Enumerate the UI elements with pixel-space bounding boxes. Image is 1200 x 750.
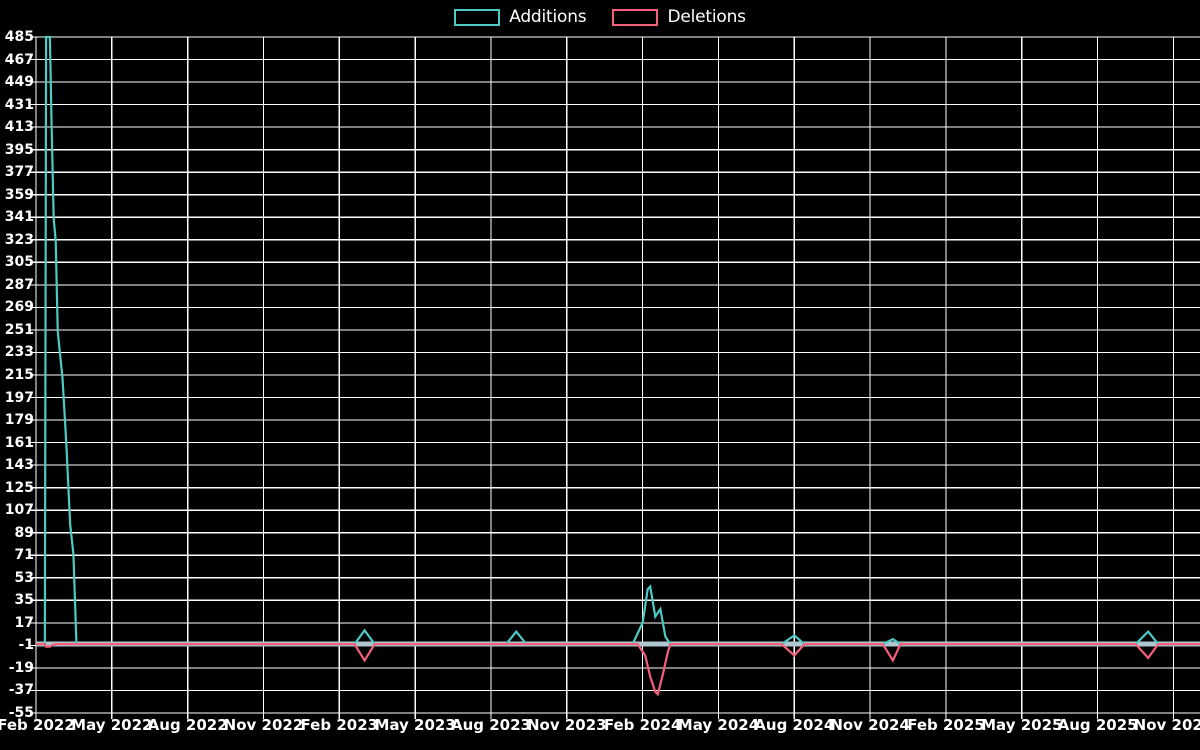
y-axis-tick-label: -55 xyxy=(8,705,34,721)
y-axis-tick-label: 287 xyxy=(4,276,34,293)
plot-area xyxy=(30,35,1200,719)
y-axis-tick-label: 323 xyxy=(4,231,34,248)
y-axis-tick-label: 89 xyxy=(14,524,34,541)
y-axis-tick-label: 359 xyxy=(4,186,34,203)
y-axis-tick-label: 143 xyxy=(4,457,34,474)
y-axis-tick-label: 233 xyxy=(4,344,34,361)
y-axis-tick-label: 35 xyxy=(14,592,34,609)
y-axis-tick-label: 467 xyxy=(4,51,34,68)
series-line-additions xyxy=(36,35,1200,646)
x-axis-tick-label: Feb 2024 xyxy=(603,716,682,734)
x-axis-tick-label: Nov 2022 xyxy=(223,716,304,734)
y-axis-tick-label: 269 xyxy=(4,299,34,316)
x-axis-tick-label: Feb 2025 xyxy=(907,716,985,734)
y-axis-tick-label: 197 xyxy=(4,389,34,406)
y-axis-tick-label: 251 xyxy=(4,321,34,338)
x-axis-tick-label: May 2025 xyxy=(981,716,1063,734)
y-axis-tick-label: 485 xyxy=(4,29,34,45)
y-axis-tick-label: 377 xyxy=(4,164,34,181)
y-axis-tick-label: 71 xyxy=(14,547,34,564)
data-series xyxy=(36,35,1200,697)
x-axis-tick-label: Aug 2024 xyxy=(754,716,835,734)
y-axis-tick-label: 395 xyxy=(4,141,34,158)
y-axis-tick-label: 413 xyxy=(4,119,34,136)
y-axis-tick-label: 449 xyxy=(4,74,34,91)
x-axis-tick-label: Aug 2023 xyxy=(450,716,531,734)
x-axis-tick-label: Aug 2022 xyxy=(147,716,228,734)
y-axis-tick-label: 305 xyxy=(4,254,34,271)
x-axis-tick-label: Aug 2025 xyxy=(1057,716,1138,734)
x-axis-tick-label: May 2023 xyxy=(374,716,456,734)
y-axis-tick-label: -37 xyxy=(8,682,34,699)
x-axis-tick-label: Feb 2022 xyxy=(0,716,75,734)
y-axis-tick-label: 125 xyxy=(4,479,34,496)
y-axis-tick-label: 53 xyxy=(14,569,34,586)
x-axis-tick-label: Nov 2023 xyxy=(527,716,607,734)
y-axis-tick-label: 341 xyxy=(4,209,34,226)
y-axis-tick-label: 215 xyxy=(4,367,34,383)
x-axis-tick-label: May 2024 xyxy=(677,716,760,734)
x-axis-tick-label: Nov 2025 xyxy=(1133,716,1200,734)
y-axis-tick-label: 431 xyxy=(4,96,34,113)
y-axis-tick-label: 161 xyxy=(4,434,34,451)
y-axis-tick-label: -19 xyxy=(8,659,34,676)
x-axis-ticks: Feb 2022 May 2022 Aug 2022 Nov 2022 Feb 2023… xyxy=(0,716,1200,750)
series-line-deletions xyxy=(36,643,1200,697)
y-axis-tick-label: 179 xyxy=(4,412,34,429)
y-axis-tick-label: -1 xyxy=(18,637,34,654)
y-axis-tick-label: 17 xyxy=(14,614,34,631)
x-axis-tick-label: Feb 2023 xyxy=(300,716,379,734)
x-axis-tick-label: May 2022 xyxy=(71,716,153,734)
y-axis-tick-label: 107 xyxy=(4,502,34,519)
x-axis-tick-label: Nov 2024 xyxy=(830,716,910,734)
